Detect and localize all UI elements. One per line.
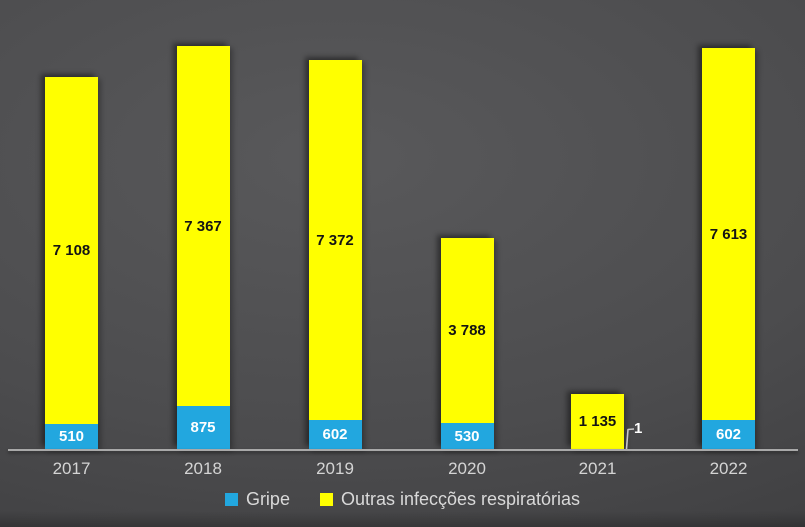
x-axis-line bbox=[8, 449, 798, 451]
value-label-gripe-2020: 530 bbox=[454, 427, 480, 445]
value-label-gripe-2018: 875 bbox=[190, 419, 216, 436]
legend-swatch-outras-infeccoes bbox=[319, 492, 333, 506]
callout-value-label: 1 bbox=[634, 420, 643, 437]
bar-segment-outras-2022: 7 613 bbox=[702, 48, 755, 420]
bar-segment-gripe-2017: 510 bbox=[45, 424, 98, 449]
value-label-outras-2019: 7 372 bbox=[316, 231, 354, 249]
legend-swatch-gripe bbox=[224, 492, 238, 506]
bar-segment-gripe-2019: 602 bbox=[308, 420, 362, 449]
legend-item-gripe: Gripe bbox=[224, 489, 290, 509]
x-axis-label-2017: 2017 bbox=[52, 459, 91, 478]
value-label-outras-2017: 7 108 bbox=[52, 242, 91, 259]
bar-segment-outras-2017: 7 108 bbox=[45, 77, 98, 424]
legend-label-gripe: Gripe bbox=[245, 489, 290, 509]
value-label-outras-2018: 7 367 bbox=[184, 217, 222, 235]
x-axis-label-2018: 2018 bbox=[184, 459, 222, 478]
x-axis-label-2022: 2022 bbox=[709, 459, 748, 478]
value-label-outras-2021: 1 135 bbox=[578, 413, 617, 430]
bar-2017: 7 108 510 bbox=[45, 77, 98, 449]
value-label-gripe-2017: 510 bbox=[58, 428, 85, 445]
bar-segment-gripe-2020: 530 bbox=[440, 423, 494, 449]
bottom-shade bbox=[0, 511, 805, 527]
bar-2022: 7 613 602 bbox=[702, 48, 755, 449]
legend-item-outras-infeccoes: Outras infecções respiratórias bbox=[319, 489, 581, 509]
value-label-gripe-2022: 602 bbox=[715, 426, 742, 443]
legend-label-outras-infeccoes: Outras infecções respiratórias bbox=[340, 489, 581, 509]
bar-2019: 7 372 602 bbox=[308, 60, 362, 449]
value-label-outras-2022: 7 613 bbox=[709, 225, 748, 243]
bar-2020: 3 788 530 bbox=[440, 238, 494, 449]
value-label-gripe-2019: 602 bbox=[322, 426, 348, 443]
value-label-outras-2020: 3 788 bbox=[448, 322, 486, 339]
x-axis-label-2019: 2019 bbox=[316, 459, 354, 478]
x-axis-label-2021: 2021 bbox=[578, 459, 617, 478]
bar-segment-outras-2018: 7 367 bbox=[176, 46, 230, 406]
legend: Gripe Outras infecções respiratórias bbox=[0, 490, 805, 508]
bar-segment-outras-2021: 1 135 bbox=[571, 394, 624, 449]
bar-segment-gripe-2022: 602 bbox=[702, 420, 755, 449]
bar-2021: 1 135 bbox=[571, 394, 624, 449]
bar-segment-outras-2020: 3 788 bbox=[440, 238, 494, 423]
bar-segment-gripe-2018: 875 bbox=[176, 406, 230, 449]
bar-segment-outras-2019: 7 372 bbox=[308, 60, 362, 420]
x-axis-label-2020: 2020 bbox=[448, 459, 486, 478]
bar-2018: 7 367 875 bbox=[176, 46, 230, 449]
